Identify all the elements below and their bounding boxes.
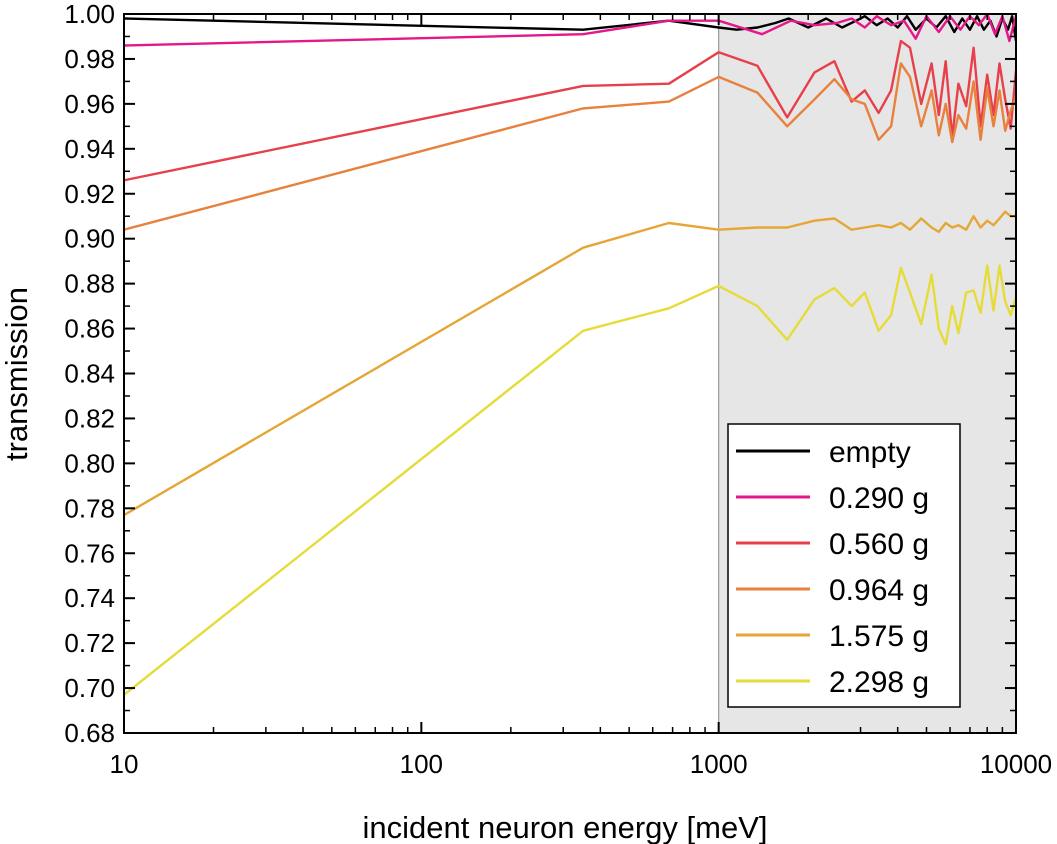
x-axis-title: incident neuron energy [meV] <box>363 810 768 844</box>
y-tick-label: 0.72 <box>64 628 115 658</box>
legend-label-5: 2.298 g <box>829 666 929 699</box>
plot-frame <box>123 13 1017 734</box>
x-tick-label: 100 <box>400 749 443 779</box>
y-tick-label: 0.88 <box>64 269 115 299</box>
series-line-2 <box>124 39 1016 182</box>
y-tick-label: 0.74 <box>64 583 115 613</box>
y-tick-label: 0.98 <box>64 44 115 74</box>
legend-label-0: empty <box>829 436 911 469</box>
y-tick-label: 0.68 <box>64 718 115 748</box>
y-tick-label: 0.94 <box>64 134 115 164</box>
y-tick-label: 0.78 <box>64 493 115 523</box>
legend-box <box>727 423 961 708</box>
y-tick-label: 0.90 <box>64 224 115 254</box>
y-tick-label: 0.84 <box>64 359 115 389</box>
legend-label-2: 0.560 g <box>829 528 929 561</box>
tick-labels: 0.68 0.70 0.72 0.74 0.76 0.78 0.80 0.82 0.84 0.86… <box>64 0 1052 779</box>
y-tick-label: 0.82 <box>64 403 115 433</box>
y-tick-label: 1.00 <box>64 0 115 29</box>
y-axis-title: transmission <box>0 287 34 461</box>
x-tick-label: 10 <box>110 749 139 779</box>
series-line-3 <box>124 62 1016 231</box>
series-layer <box>124 14 1016 696</box>
y-tick-label: 0.70 <box>64 673 115 703</box>
x-tick-label: 1000 <box>690 749 748 779</box>
series-line-1 <box>124 14 1016 47</box>
y-tick-label: 0.76 <box>64 538 115 568</box>
y-tick-label: 0.92 <box>64 179 115 209</box>
y-tick-label: 0.80 <box>64 448 115 478</box>
x-tick-label: 10000 <box>980 749 1052 779</box>
legend-label-3: 0.964 g <box>829 574 929 607</box>
y-tick-label: 0.86 <box>64 314 115 344</box>
legend-label-1: 0.290 g <box>829 482 929 515</box>
legend-label-4: 1.575 g <box>829 620 929 653</box>
series-line-5 <box>124 264 1016 696</box>
legend: empty 0.290 g 0.560 g 0.964 g 1.575 g 2.298 g <box>727 423 961 708</box>
y-tick-label: 0.96 <box>64 89 115 119</box>
series-line-4 <box>124 210 1016 517</box>
